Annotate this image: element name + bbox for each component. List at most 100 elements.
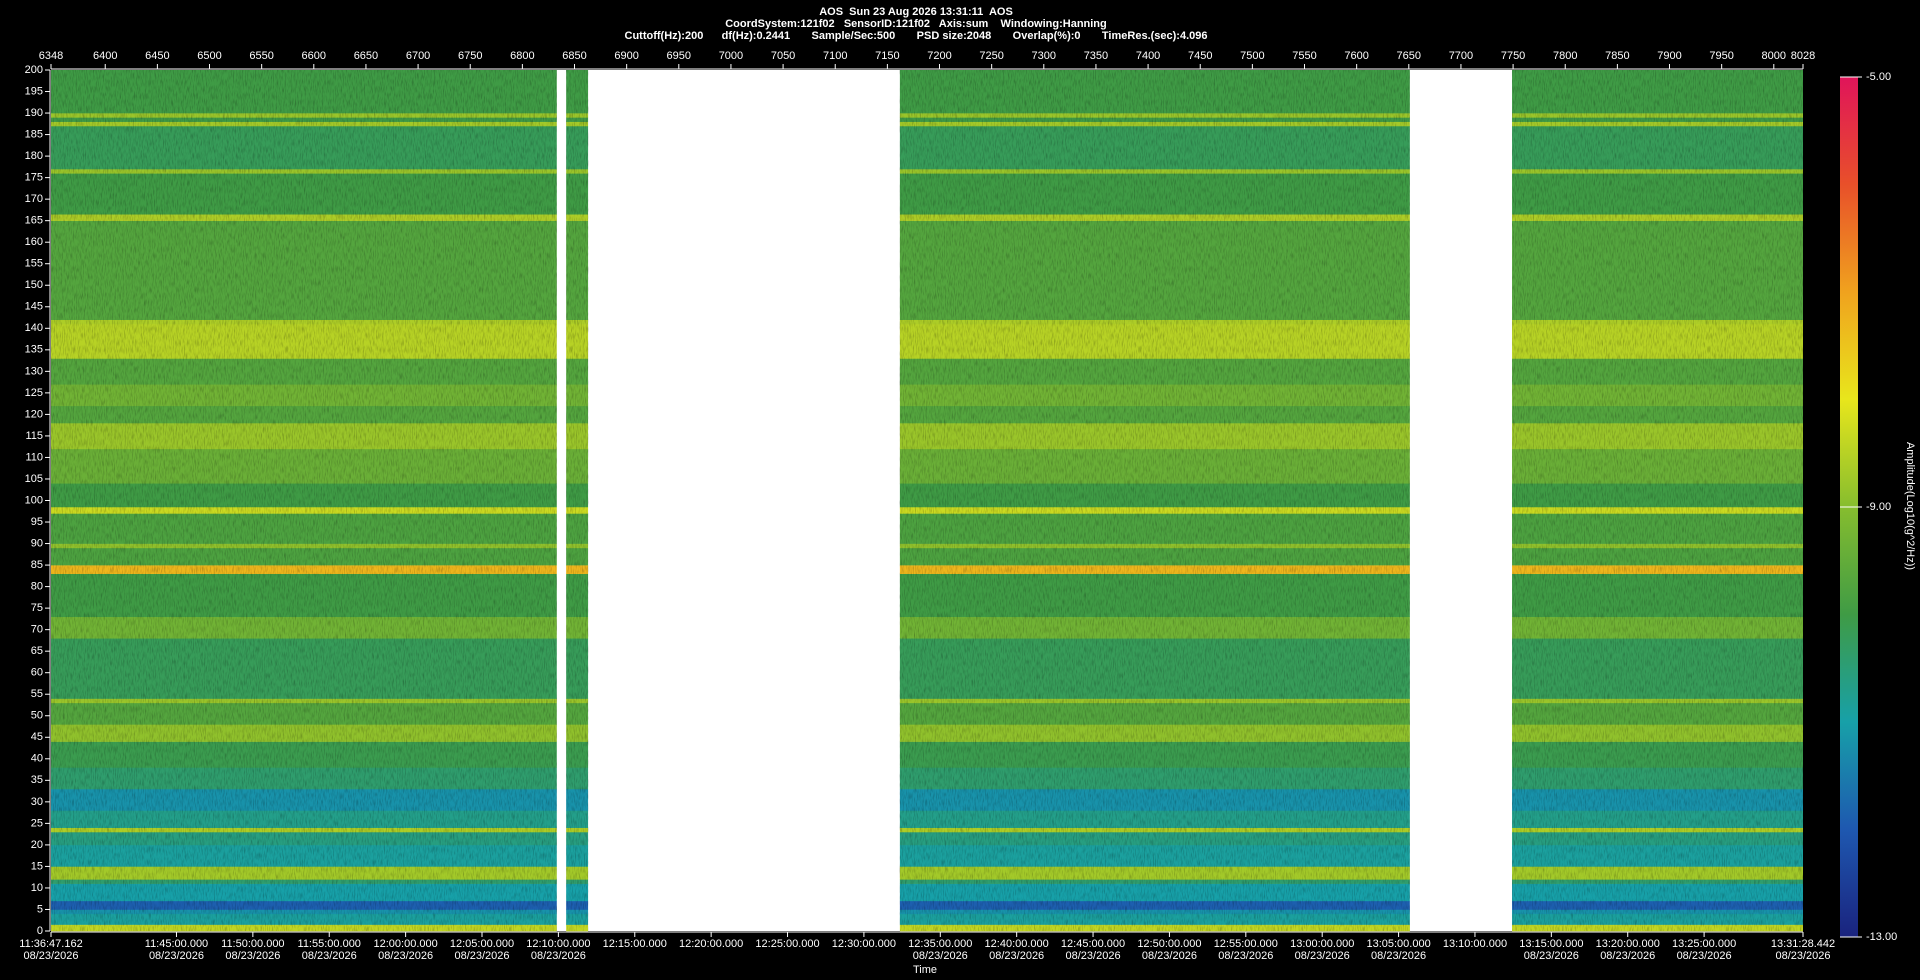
- x-tick-label: 7000: [719, 50, 743, 62]
- y-tick-label: 85: [31, 559, 43, 571]
- x-tick-label: 7200: [927, 50, 951, 62]
- y-tick-label: 15: [31, 860, 43, 872]
- time-tick-label: 13:00:00.000: [1290, 938, 1354, 950]
- colorbar-tick-label: -9.00: [1866, 501, 1891, 513]
- date-tick-label: 08/23/2026: [1775, 950, 1830, 962]
- time-tick-label: 11:50:00.000: [221, 938, 284, 950]
- y-tick-label: 40: [31, 753, 43, 765]
- x-tick-label: 7900: [1657, 50, 1681, 62]
- date-tick-label: 08/23/2026: [1066, 950, 1121, 962]
- x-tick-label: 6650: [354, 50, 378, 62]
- time-tick-label: 12:30:00.000: [832, 938, 896, 950]
- date-tick-label: 08/23/2026: [531, 950, 586, 962]
- y-tick-label: 30: [31, 796, 43, 808]
- y-tick-label: 25: [31, 817, 43, 829]
- date-tick-label: 08/23/2026: [1600, 950, 1655, 962]
- texture: [566, 70, 589, 931]
- y-tick-label: 155: [25, 258, 43, 270]
- y-tick-label: 190: [25, 107, 43, 119]
- date-tick-label: 08/23/2026: [1218, 950, 1273, 962]
- time-tick-label: 12:15:00.000: [603, 938, 667, 950]
- data-segment: [899, 70, 1410, 932]
- texture: [51, 70, 557, 931]
- date-tick-label: 08/23/2026: [23, 950, 78, 962]
- time-tick-label: 13:31:28.442: [1771, 938, 1835, 950]
- x-tick-label: 7500: [1240, 50, 1264, 62]
- date-tick-label: 08/23/2026: [1295, 950, 1350, 962]
- x-tick-label: 6400: [93, 50, 117, 62]
- x-tick-label: 7850: [1605, 50, 1629, 62]
- y-tick-label: 145: [25, 301, 43, 313]
- time-tick-label: 13:10:00.000: [1443, 938, 1507, 950]
- x-tick-label: 6348: [39, 50, 63, 62]
- date-tick-label: 08/23/2026: [378, 950, 433, 962]
- time-tick-label: 12:20:00.000: [679, 938, 743, 950]
- y-tick-label: 115: [25, 430, 43, 442]
- x-tick-label: 7350: [1084, 50, 1108, 62]
- date-tick-label: 08/23/2026: [913, 950, 968, 962]
- title: AOS Sun 23 Aug 2026 13:31:11 AOS: [819, 6, 1013, 18]
- y-tick-label: 130: [25, 365, 43, 377]
- y-tick-label: 70: [31, 624, 43, 636]
- date-tick-label: 08/23/2026: [454, 950, 509, 962]
- data-segment: [1512, 70, 1803, 932]
- colorbar-label: Amplitude(Log10(g^2/Hz)): [1904, 442, 1916, 570]
- y-tick-label: 120: [25, 408, 43, 420]
- x-tick-label: 7150: [875, 50, 899, 62]
- date-tick-label: 08/23/2026: [989, 950, 1044, 962]
- y-tick-label: 170: [25, 193, 43, 205]
- x-tick-label: 7400: [1136, 50, 1160, 62]
- y-tick-label: 185: [25, 128, 43, 140]
- y-tick-label: 175: [25, 172, 43, 184]
- x-tick-label: 6900: [614, 50, 638, 62]
- date-tick-label: 08/23/2026: [1371, 950, 1426, 962]
- x-tick-label: 7700: [1449, 50, 1473, 62]
- y-tick-label: 65: [31, 645, 43, 657]
- date-tick-label: 08/23/2026: [1524, 950, 1579, 962]
- x-tick-label: 6950: [667, 50, 691, 62]
- x-axis-label: Time: [913, 964, 937, 976]
- colorbar-tick-label: -13.00: [1866, 931, 1897, 943]
- time-tick-label: 13:15:00.000: [1519, 938, 1583, 950]
- x-tick-label: 7250: [979, 50, 1003, 62]
- x-tick-label: 6600: [302, 50, 326, 62]
- x-tick-label: 6500: [197, 50, 221, 62]
- time-tick-label: 13:25:00.000: [1672, 938, 1736, 950]
- date-tick-label: 08/23/2026: [1142, 950, 1197, 962]
- time-tick-label: 11:45:00.000: [145, 938, 208, 950]
- subtitle: CoordSystem:121f02 SensorID:121f02 Axis:…: [725, 18, 1107, 30]
- y-tick-label: 180: [25, 150, 43, 162]
- x-tick-label: 8028: [1791, 50, 1815, 62]
- y-tick-label: 160: [25, 236, 43, 248]
- y-tick-label: 100: [25, 494, 43, 506]
- time-tick-label: 11:55:00.000: [298, 938, 361, 950]
- y-tick-label: 20: [31, 839, 43, 851]
- y-tick-label: 50: [31, 710, 43, 722]
- texture: [1512, 70, 1803, 931]
- y-tick-label: 5: [37, 903, 43, 915]
- time-tick-label: 12:50:00.000: [1137, 938, 1201, 950]
- y-tick-label: 0: [37, 925, 43, 937]
- y-tick-label: 60: [31, 667, 43, 679]
- x-tick-label: 7750: [1501, 50, 1525, 62]
- y-tick-label: 90: [31, 537, 43, 549]
- time-tick-label: 12:25:00.000: [755, 938, 819, 950]
- time-tick-label: 12:35:00.000: [908, 938, 972, 950]
- y-tick-label: 45: [31, 731, 43, 743]
- x-tick-label: 6750: [458, 50, 482, 62]
- x-tick-label: 7100: [823, 50, 847, 62]
- colorbar-tick-label: -5.00: [1866, 71, 1891, 83]
- date-tick-label: 08/23/2026: [225, 950, 280, 962]
- x-tick-label: 6850: [562, 50, 586, 62]
- y-tick-label: 125: [25, 387, 43, 399]
- y-tick-label: 195: [25, 85, 43, 97]
- time-tick-label: 12:55:00.000: [1214, 938, 1278, 950]
- time-tick-label: 11:36:47.162: [19, 938, 82, 950]
- time-tick-label: 13:20:00.000: [1596, 938, 1660, 950]
- x-tick-label: 7550: [1292, 50, 1316, 62]
- y-tick-label: 95: [31, 516, 43, 528]
- x-tick-label: 7600: [1344, 50, 1368, 62]
- y-tick-label: 75: [31, 602, 43, 614]
- x-tick-label: 7800: [1553, 50, 1577, 62]
